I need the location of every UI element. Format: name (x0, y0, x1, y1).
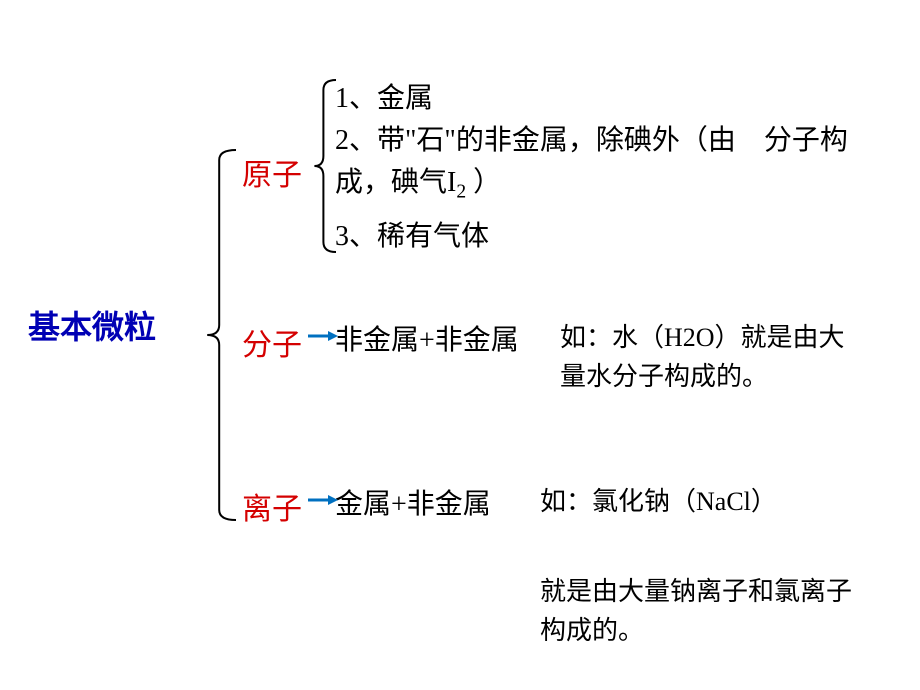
main-bracket (207, 150, 236, 520)
ion-content: 金属+非金属 (335, 484, 491, 526)
atom-item-3: 3、稀有气体 (335, 216, 489, 258)
atom-item-1: 1、金属 (335, 78, 433, 120)
ion-example-top: 如：氯化钠（NaCl） (540, 482, 820, 521)
molecule-example: 如：水（H2O）就是由大量水分子构成的。 (560, 318, 850, 396)
root-title: 基本微粒 (28, 302, 156, 348)
molecule-content: 非金属+非金属 (335, 320, 519, 362)
arrow-ion-icon (308, 495, 338, 505)
ion-example-bottom: 就是由大量钠离子和氯离子构成的。 (540, 572, 860, 650)
arrow-molecule-icon (308, 331, 338, 341)
branch-ion: 离子 (242, 484, 302, 528)
branch-molecule: 分子 (242, 320, 302, 364)
branch-atom: 原子 (242, 150, 302, 194)
atom-bracket (314, 80, 336, 252)
atom-item-2: 2、带"石"的非金属，除碘外（由 分子构成，碘气I2 ） (335, 120, 855, 207)
